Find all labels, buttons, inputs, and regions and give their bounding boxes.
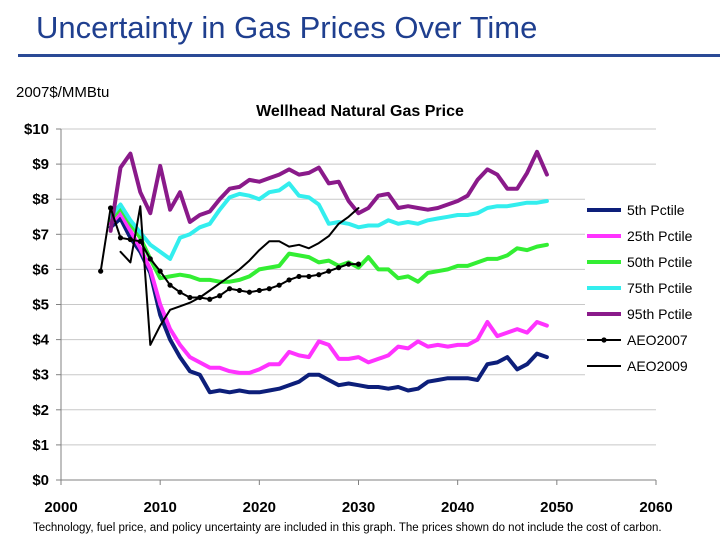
x-tick-label: 2020 bbox=[243, 499, 276, 516]
chart-title: Wellhead Natural Gas Price bbox=[256, 103, 464, 120]
legend-label: 95th Pctile bbox=[627, 306, 693, 322]
y-tick-label: $4 bbox=[32, 332, 49, 349]
y-tick-label: $0 bbox=[32, 472, 49, 489]
data-point-aeo2007 bbox=[226, 286, 233, 292]
x-tick-label: 2030 bbox=[342, 499, 375, 516]
data-point-aeo2007 bbox=[336, 265, 342, 271]
data-point-aeo2007 bbox=[236, 287, 243, 294]
data-point-aeo2007 bbox=[316, 272, 322, 278]
data-point-aeo2007 bbox=[157, 268, 163, 274]
y-tick-label: $8 bbox=[32, 191, 49, 208]
x-tick-label: 2040 bbox=[441, 499, 474, 516]
data-point-aeo2007 bbox=[306, 273, 312, 280]
data-point-aeo2007 bbox=[207, 296, 213, 302]
data-point-aeo2007 bbox=[117, 235, 124, 241]
series-line-50th-pctile bbox=[108, 206, 549, 284]
legend-label: 25th Pctile bbox=[627, 228, 693, 244]
legend-marker bbox=[601, 337, 607, 343]
legend-label: AEO2009 bbox=[627, 358, 688, 374]
data-point-aeo2007 bbox=[107, 205, 114, 211]
series-line-aeo2009 bbox=[119, 205, 360, 346]
data-point-aeo2007 bbox=[296, 273, 302, 280]
data-point-aeo2007 bbox=[286, 277, 292, 283]
legend-label: 75th Pctile bbox=[627, 280, 693, 296]
legend-label: AEO2007 bbox=[627, 332, 688, 348]
x-tick-label: 2010 bbox=[143, 499, 176, 516]
legend: 5th Pctile 25th Pctile 50th Pctile 75th Pct… bbox=[585, 194, 713, 382]
slide-title: Uncertainty in Gas Prices Over Time bbox=[36, 10, 538, 45]
series-line-75th-pctile bbox=[108, 181, 549, 261]
data-point-aeo2007 bbox=[246, 289, 253, 295]
series-lines bbox=[98, 149, 549, 395]
data-point-aeo2007 bbox=[127, 236, 134, 243]
y-tick-label: $3 bbox=[32, 367, 49, 384]
series-line-25th-pctile bbox=[108, 211, 549, 375]
data-point-aeo2007 bbox=[256, 287, 262, 294]
data-point-aeo2007 bbox=[217, 293, 223, 299]
x-tick-label: 2000 bbox=[44, 499, 77, 516]
data-point-aeo2007 bbox=[276, 282, 282, 288]
series-line-5th-pctile bbox=[108, 216, 549, 395]
data-point-aeo2007 bbox=[266, 286, 272, 292]
y-tick-label: $6 bbox=[32, 261, 49, 278]
y-tick-label: $10 bbox=[24, 121, 49, 138]
grid bbox=[61, 128, 656, 446]
footnote: Technology, fuel price, and policy uncer… bbox=[33, 522, 662, 534]
legend-label: 50th Pctile bbox=[627, 254, 693, 270]
data-point-aeo2007 bbox=[167, 282, 173, 288]
data-point-aeo2007 bbox=[345, 261, 352, 267]
y-tick-label: $9 bbox=[32, 156, 49, 173]
data-point-aeo2007 bbox=[177, 289, 183, 295]
legend-label: 5th Pctile bbox=[627, 202, 685, 218]
y-tick-label: $2 bbox=[32, 402, 49, 419]
y-tick-label: $7 bbox=[32, 226, 49, 243]
x-tick-label: 2060 bbox=[639, 499, 672, 516]
data-point-aeo2007 bbox=[98, 268, 104, 274]
y-tick-label: $1 bbox=[32, 437, 49, 454]
units-label: 2007$/MMBtu bbox=[16, 84, 110, 101]
title-divider bbox=[18, 54, 720, 57]
axes: $0 $1 $2 $3 $4 $5 $6 $7 $8 $9 $10 2000 2010 2020 2030 2… bbox=[24, 121, 673, 516]
data-point-aeo2007 bbox=[147, 256, 153, 262]
data-point-aeo2007 bbox=[187, 294, 193, 301]
series-line-95th-pctile bbox=[108, 149, 549, 233]
data-point-aeo2007 bbox=[355, 261, 362, 267]
y-tick-label: $5 bbox=[32, 297, 49, 314]
data-point-aeo2007 bbox=[326, 268, 332, 274]
x-tick-label: 2050 bbox=[540, 499, 573, 516]
data-point-aeo2007 bbox=[137, 238, 143, 244]
